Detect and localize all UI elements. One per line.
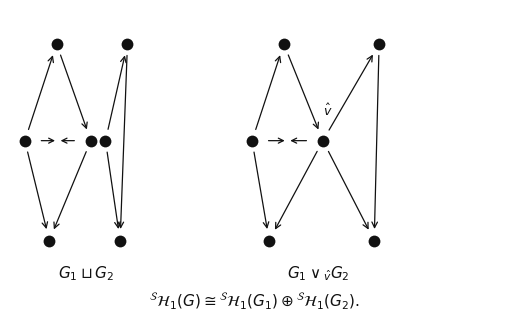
- Text: $\hat{v}$: $\hat{v}$: [323, 103, 332, 120]
- Text: ${}^{\mathcal{S}}\mathcal{H}_1(G) \cong {}^{\mathcal{S}}\mathcal{H}_1(G_1) \oplu: ${}^{\mathcal{S}}\mathcal{H}_1(G) \cong …: [149, 291, 360, 312]
- Text: $G_1 \vee_{\hat{v}} G_2$: $G_1 \vee_{\hat{v}} G_2$: [287, 264, 349, 283]
- Text: $G_1 \sqcup G_2$: $G_1 \sqcup G_2$: [58, 264, 114, 283]
